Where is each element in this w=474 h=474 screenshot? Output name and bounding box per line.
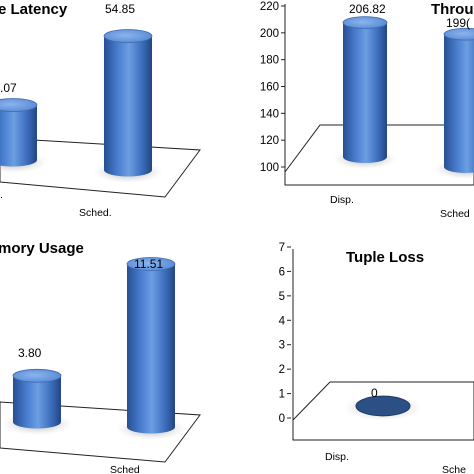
panel-tuple-latency: e Latency .07 54.85 . Sched. — [0, 1, 201, 219]
y-tick-label: 4 — [279, 315, 286, 327]
value-label: 206.82 — [349, 2, 386, 16]
bar-flat-disc — [355, 395, 411, 417]
bar-body — [104, 36, 152, 177]
bar-cylinder — [0, 98, 48, 174]
value-label: 3.80 — [18, 346, 42, 360]
bars-latency — [0, 29, 163, 184]
bar-body — [13, 375, 61, 429]
y-tick-label: 220 — [260, 1, 279, 13]
chart-title-memory: mory Usage — [0, 240, 84, 257]
bar-top — [0, 98, 38, 112]
y-tick-label: 7 — [279, 242, 285, 254]
bar-cylinder — [343, 395, 423, 421]
chart-title-latency: e Latency — [0, 1, 68, 18]
y-tick-label: 200 — [260, 28, 279, 40]
bar-cylinder — [333, 16, 397, 170]
category-label: . — [0, 189, 3, 201]
category-label: Disp. — [330, 194, 354, 206]
floor-plane-throughput — [284, 124, 474, 186]
value-label: .07 — [0, 81, 17, 95]
bar-top — [12, 368, 62, 383]
category-label: Sched — [440, 208, 470, 220]
y-tick-label: 2 — [279, 364, 285, 376]
bar-top — [126, 257, 176, 271]
bars-tuple-loss — [343, 395, 423, 421]
y-tick-label: 0 — [279, 413, 285, 425]
y-tick-label: 120 — [260, 135, 279, 147]
bar-body — [444, 34, 474, 173]
category-label: Sched. — [79, 207, 112, 219]
y-tick-label: 3 — [279, 340, 285, 352]
bar-body — [127, 264, 175, 434]
y-tick-label: 140 — [260, 108, 279, 120]
category-label: Sched — [110, 464, 140, 474]
y-tick-label: 100 — [260, 162, 279, 174]
bar-body — [343, 22, 387, 163]
bar-cylinder — [2, 368, 72, 436]
bar-cylinder — [93, 29, 163, 184]
bar-body — [0, 105, 37, 167]
bar-cylinder — [434, 27, 474, 180]
value-label: 199( — [446, 16, 470, 30]
y-tick-label: 5 — [279, 291, 285, 303]
value-label: 11.51 — [134, 257, 163, 271]
panel-memory-usage: mory Usage 3.80 11.51 Sched — [0, 240, 201, 474]
chart-title-tuple-loss: Tuple Loss — [346, 249, 424, 266]
y-ticks-tuple-loss: 0 1 2 3 4 5 6 7 — [279, 242, 291, 425]
panel-tuple-loss: Tuple Loss 0 1 2 3 4 5 6 7 0 Disp. Sche — [279, 242, 474, 474]
chart-title-throughput: Throu — [431, 1, 474, 18]
bars-memory — [2, 257, 186, 441]
category-label: Disp. — [325, 451, 349, 463]
bars-throughput — [333, 16, 474, 180]
bar-cylinder — [116, 257, 186, 441]
y-ticks-throughput: 100 120 140 160 180 200 220 — [260, 1, 285, 174]
y-tick-label: 1 — [279, 389, 285, 401]
y-tick-label: 6 — [279, 266, 285, 278]
value-label: 0 — [371, 386, 378, 400]
bar-top — [103, 29, 153, 43]
bar-top — [443, 27, 474, 41]
bar-top — [342, 16, 388, 29]
y-tick-label: 160 — [260, 82, 279, 94]
category-label: Sche — [442, 464, 466, 474]
y-tick-label: 180 — [260, 55, 279, 67]
value-label: 54.85 — [105, 2, 135, 16]
floor-plane-tuple-loss — [292, 381, 474, 441]
